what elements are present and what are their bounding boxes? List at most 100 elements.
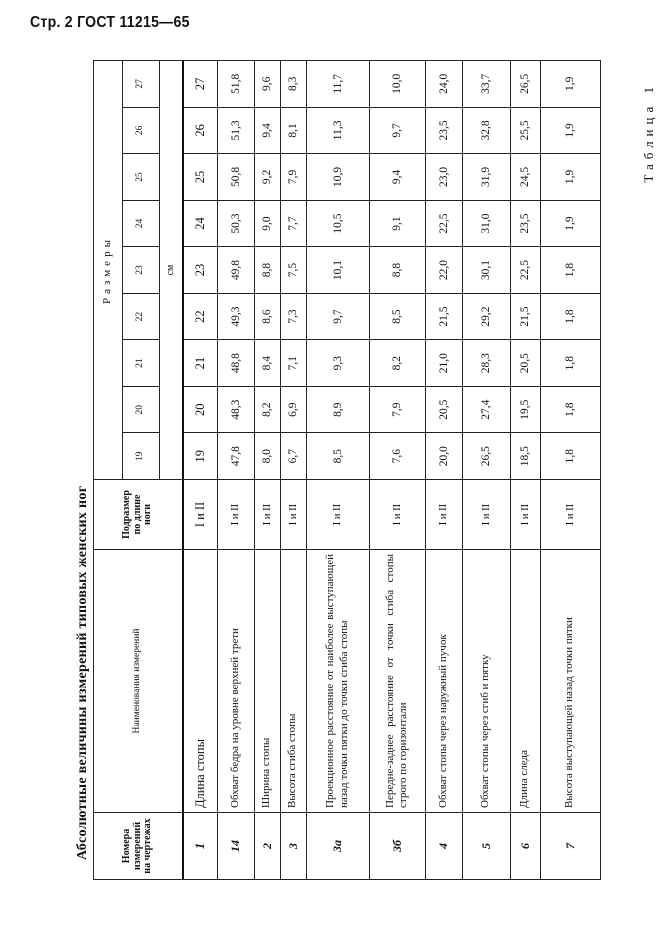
measurement-value: 1,9 xyxy=(540,107,600,154)
measurement-value: 22,0 xyxy=(425,246,462,294)
measurements-table: Номера измерений на чертежах Наименовани… xyxy=(93,60,601,880)
measurement-name: Ширина стопы xyxy=(254,549,280,813)
measurement-value: 20,0 xyxy=(425,432,462,480)
measurement-value: 10,1 xyxy=(306,246,369,294)
measurement-value: 1,8 xyxy=(540,339,600,387)
measurement-value: 1,8 xyxy=(540,432,600,480)
measurement-value: 24,5 xyxy=(510,153,540,201)
measurement-value: 48,8 xyxy=(217,339,254,387)
measurement-number: 2 xyxy=(254,812,280,880)
measurement-number: 14 xyxy=(217,812,254,880)
table-row: 5 Обхват стопы через сгиб и пятку I и II 26… xyxy=(462,60,510,880)
measurement-value: 8,8 xyxy=(369,246,425,294)
measurement-value: 8,2 xyxy=(254,386,280,433)
table-row: 4 Обхват стопы через наружный пучок I и II… xyxy=(425,60,462,880)
measurement-value: 8,6 xyxy=(254,293,280,340)
measurement-value: 6,9 xyxy=(280,386,306,433)
measurement-value: 50,3 xyxy=(217,200,254,247)
rotated-table-block: Абсолютные величины измерений типовых же… xyxy=(75,60,656,880)
measurement-value: 8,3 xyxy=(280,60,306,108)
measurement-value: 32,8 xyxy=(462,107,510,154)
measurement-value: 7,3 xyxy=(280,293,306,340)
header-size-20: 20 xyxy=(122,386,160,433)
measurement-value: 33,7 xyxy=(462,60,510,108)
table-row: 6 Длина следа I и II 18,5 19,5 20,5 21,5 22,5 23… xyxy=(510,60,540,880)
measurement-value: 7,7 xyxy=(280,200,306,247)
measurement-value: 24,0 xyxy=(425,60,462,108)
measurement-value: 25 xyxy=(183,153,217,201)
measurement-value: 21,5 xyxy=(510,293,540,340)
measurement-value: 1,9 xyxy=(540,153,600,201)
measurement-value: 8,4 xyxy=(254,339,280,387)
measurement-name: Проекционное расстояние от наиболее выст… xyxy=(306,549,369,813)
measurement-value: 47,8 xyxy=(217,432,254,480)
table-label: Таблица 1 xyxy=(641,82,656,183)
measurement-value: 9,3 xyxy=(306,339,369,387)
measurement-value: 22 xyxy=(183,293,217,340)
measurement-number: 6 xyxy=(510,812,540,880)
measurement-value: 49,3 xyxy=(217,293,254,340)
measurement-value: 29,2 xyxy=(462,293,510,340)
header-name: Наименования измерений xyxy=(93,549,183,813)
header-subsize: Подразмер по длине ноги xyxy=(93,479,183,550)
measurement-value: 31,0 xyxy=(462,200,510,247)
measurement-subsize: I и II xyxy=(183,479,217,550)
header-size-27: 27 xyxy=(122,60,160,108)
measurement-value: 31,9 xyxy=(462,153,510,201)
measurement-value: 1,8 xyxy=(540,386,600,433)
measurement-value: 27,4 xyxy=(462,386,510,433)
table-title: Абсолютные величины измерений типовых же… xyxy=(75,485,90,860)
measurement-value: 9,4 xyxy=(369,153,425,201)
measurement-value: 8,5 xyxy=(369,293,425,340)
measurement-name: Длина стопы xyxy=(183,549,217,813)
measurement-subsize: I и II xyxy=(425,479,462,550)
measurement-value: 22,5 xyxy=(510,246,540,294)
measurement-value: 8,1 xyxy=(280,107,306,154)
measurement-subsize: I и II xyxy=(280,479,306,550)
measurement-value: 9,4 xyxy=(254,107,280,154)
measurement-value: 50,8 xyxy=(217,153,254,201)
measurement-value: 28,3 xyxy=(462,339,510,387)
measurement-value: 1,9 xyxy=(540,60,600,108)
measurement-number: 3б xyxy=(369,812,425,880)
measurement-value: 48,3 xyxy=(217,386,254,433)
measurement-value: 27 xyxy=(183,60,217,108)
measurement-number: 4 xyxy=(425,812,462,880)
measurement-value: 20 xyxy=(183,386,217,433)
header-sizes-group: Размеры xyxy=(93,60,123,480)
measurement-value: 7,9 xyxy=(369,386,425,433)
measurement-value: 7,9 xyxy=(280,153,306,201)
header-size-25: 25 xyxy=(122,153,160,201)
measurement-value: 6,7 xyxy=(280,432,306,480)
measurement-value: 18,5 xyxy=(510,432,540,480)
measurement-name: Высота сгиба стопы xyxy=(280,549,306,813)
table-row: 3а Проекционное расстояние от наиболее вы… xyxy=(306,60,369,880)
measurement-value: 51,8 xyxy=(217,60,254,108)
measurement-value: 7,1 xyxy=(280,339,306,387)
measurement-subsize: I и II xyxy=(510,479,540,550)
table-row: 3б Передне-заднее расстояние от точки сги… xyxy=(369,60,425,880)
measurement-value: 10,9 xyxy=(306,153,369,201)
measurement-value: 20,5 xyxy=(425,386,462,433)
measurement-value: 26,5 xyxy=(462,432,510,480)
measurement-value: 10,0 xyxy=(369,60,425,108)
measurement-value: 1,8 xyxy=(540,246,600,294)
page-header: Стр. 2 ГОСТ 11215—65 xyxy=(30,14,190,31)
measurement-value: 8,9 xyxy=(306,386,369,433)
measurement-value: 19,5 xyxy=(510,386,540,433)
table-row: 3 Высота сгиба стопы I и II 6,7 6,9 7,1 7,3 7,5… xyxy=(280,60,306,880)
measurement-value: 8,8 xyxy=(254,246,280,294)
measurement-value: 24 xyxy=(183,200,217,247)
measurement-subsize: I и II xyxy=(254,479,280,550)
measurement-value: 49,8 xyxy=(217,246,254,294)
measurement-subsize: I и II xyxy=(306,479,369,550)
measurement-value: 8,0 xyxy=(254,432,280,480)
measurement-value: 9,7 xyxy=(306,293,369,340)
measurement-value: 19 xyxy=(183,432,217,480)
measurement-name: Обхват стопы через наружный пучок xyxy=(425,549,462,813)
header-size-21: 21 xyxy=(122,339,160,387)
measurement-name: Передне-заднее расстояние от точки сгиба… xyxy=(369,549,425,813)
measurement-value: 10,5 xyxy=(306,200,369,247)
measurement-value: 23,0 xyxy=(425,153,462,201)
header-size-19: 19 xyxy=(122,432,160,480)
